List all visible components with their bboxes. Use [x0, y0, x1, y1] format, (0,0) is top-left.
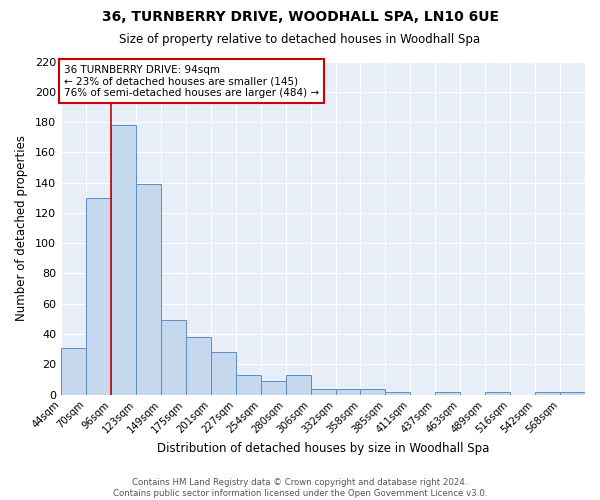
Bar	[111, 125, 136, 394]
Bar	[560, 392, 585, 394]
Bar	[260, 381, 286, 394]
Bar	[311, 388, 335, 394]
Bar	[485, 392, 510, 394]
Bar	[186, 337, 211, 394]
Bar	[86, 198, 111, 394]
Bar	[535, 392, 560, 394]
Bar	[436, 392, 460, 394]
X-axis label: Distribution of detached houses by size in Woodhall Spa: Distribution of detached houses by size …	[157, 442, 489, 455]
Bar	[361, 388, 385, 394]
Bar	[236, 375, 260, 394]
Bar	[385, 392, 410, 394]
Text: Size of property relative to detached houses in Woodhall Spa: Size of property relative to detached ho…	[119, 32, 481, 46]
Bar	[136, 184, 161, 394]
Bar	[211, 352, 236, 395]
Bar	[335, 388, 361, 394]
Bar	[286, 375, 311, 394]
Bar	[161, 320, 186, 394]
Bar	[61, 348, 86, 395]
Text: 36 TURNBERRY DRIVE: 94sqm
← 23% of detached houses are smaller (145)
76% of semi: 36 TURNBERRY DRIVE: 94sqm ← 23% of detac…	[64, 64, 319, 98]
Text: Contains HM Land Registry data © Crown copyright and database right 2024.
Contai: Contains HM Land Registry data © Crown c…	[113, 478, 487, 498]
Y-axis label: Number of detached properties: Number of detached properties	[15, 135, 28, 321]
Text: 36, TURNBERRY DRIVE, WOODHALL SPA, LN10 6UE: 36, TURNBERRY DRIVE, WOODHALL SPA, LN10 …	[101, 10, 499, 24]
